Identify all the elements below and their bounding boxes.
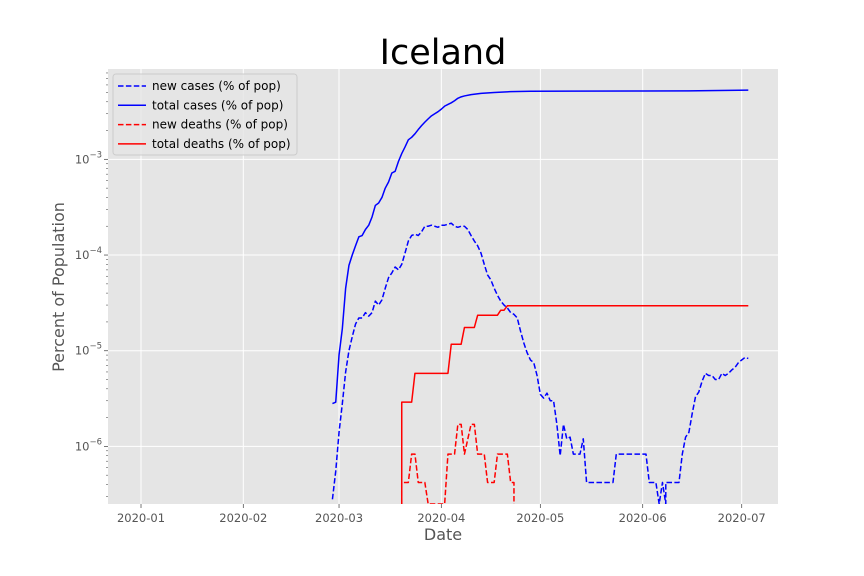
y-tick-base: 10 [75, 344, 90, 358]
grid-lines [108, 69, 778, 504]
x-tick-label: 2020-04 [417, 511, 465, 525]
x-axis-label: Date [424, 525, 462, 544]
x-tick-label: 2020-02 [219, 511, 267, 525]
tick-labels: 2020-01 2020-02 2020-03 2020-04 2020-05 2020-… [75, 150, 766, 525]
series-lines [331, 89, 749, 504]
minor-ticks [106, 72, 108, 497]
legend: new cases (% of pop) total cases (% of po… [112, 73, 298, 156]
y-axis-label: Percent of Population [49, 202, 68, 372]
y-tick-label: 10−4 [75, 246, 102, 262]
legend-label: total cases (% of pop) [152, 98, 283, 112]
y-tick-exponent: −4 [89, 246, 102, 256]
y-tick-base: 10 [75, 152, 90, 166]
chart-title: Iceland [380, 33, 507, 73]
series-line-0 [331, 222, 749, 504]
y-tick-label: 10−3 [75, 150, 102, 166]
y-tick-label: 10−5 [75, 342, 102, 358]
y-tick-base: 10 [75, 439, 90, 453]
x-tick-label: 2020-03 [315, 511, 363, 525]
legend-box [112, 73, 298, 156]
y-tick-exponent: −6 [89, 437, 102, 447]
x-tick-label: 2020-06 [619, 511, 667, 525]
x-tick-label: 2020-05 [516, 511, 564, 525]
x-tick-label: 2020-01 [117, 511, 165, 525]
series-line-1 [332, 89, 749, 405]
y-tick-exponent: −3 [89, 150, 102, 160]
y-tick-label: 10−6 [75, 437, 102, 453]
y-tick-exponent: −5 [89, 342, 102, 352]
series-line-3 [400, 305, 749, 504]
y-tick-base: 10 [75, 248, 90, 262]
legend-label: total deaths (% of pop) [152, 137, 291, 151]
series-line-2 [400, 423, 515, 504]
legend-label: new cases (% of pop) [152, 79, 281, 93]
legend-label: new deaths (% of pop) [152, 118, 288, 132]
x-tick-label: 2020-07 [718, 511, 766, 525]
